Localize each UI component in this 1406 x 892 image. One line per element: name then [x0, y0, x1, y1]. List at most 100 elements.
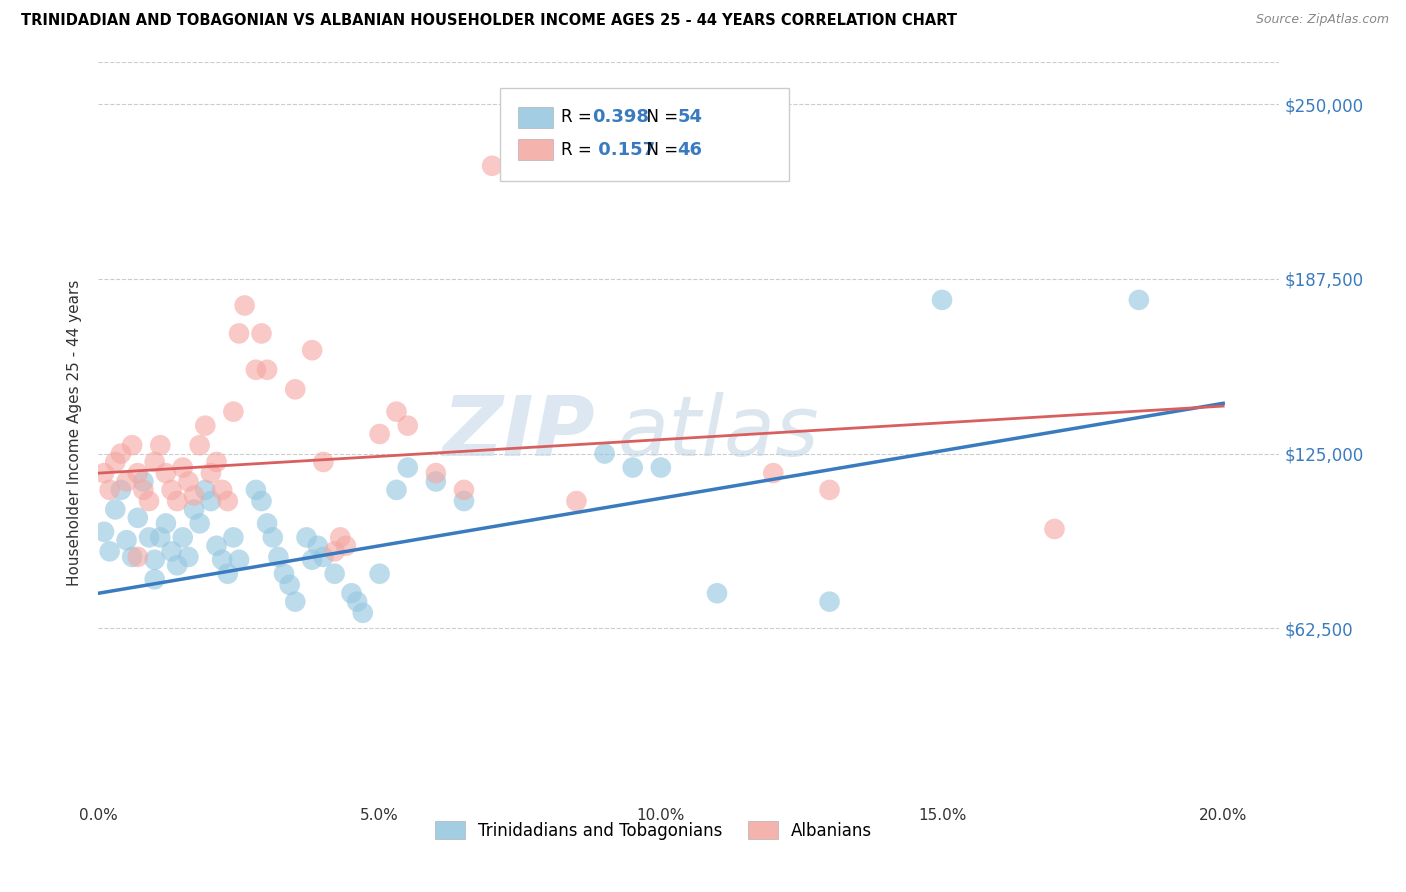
Point — [301, 553, 323, 567]
Text: atlas: atlas — [619, 392, 820, 473]
Point — [115, 533, 138, 548]
Point — [245, 483, 267, 497]
Point — [245, 363, 267, 377]
Point — [706, 586, 728, 600]
Point — [335, 539, 357, 553]
Point — [93, 466, 115, 480]
Point — [323, 566, 346, 581]
Point — [762, 466, 785, 480]
Point — [368, 566, 391, 581]
Point — [312, 549, 335, 564]
Point — [138, 494, 160, 508]
Point — [650, 460, 672, 475]
Legend: Trinidadians and Tobagonians, Albanians: Trinidadians and Tobagonians, Albanians — [429, 814, 879, 847]
Point — [307, 539, 329, 553]
Point — [138, 530, 160, 544]
Point — [368, 427, 391, 442]
Point — [188, 516, 211, 531]
Text: Source: ZipAtlas.com: Source: ZipAtlas.com — [1256, 13, 1389, 27]
Point — [346, 594, 368, 608]
Point — [284, 594, 307, 608]
Point — [104, 455, 127, 469]
Point — [284, 382, 307, 396]
Point — [132, 475, 155, 489]
Text: N =: N = — [636, 108, 683, 127]
Point — [396, 418, 419, 433]
Point — [98, 483, 121, 497]
Point — [110, 446, 132, 460]
Point — [149, 438, 172, 452]
Point — [143, 572, 166, 586]
Point — [155, 466, 177, 480]
Point — [222, 530, 245, 544]
Point — [127, 549, 149, 564]
Point — [217, 566, 239, 581]
Point — [323, 544, 346, 558]
Point — [155, 516, 177, 531]
Point — [132, 483, 155, 497]
Point — [385, 405, 408, 419]
Point — [278, 578, 301, 592]
Point — [160, 483, 183, 497]
Point — [250, 494, 273, 508]
Point — [143, 553, 166, 567]
Point — [166, 558, 188, 573]
Point — [312, 455, 335, 469]
Point — [183, 488, 205, 502]
Point — [205, 455, 228, 469]
Point — [565, 494, 588, 508]
Point — [149, 530, 172, 544]
Point — [160, 544, 183, 558]
Point — [593, 446, 616, 460]
Point — [205, 539, 228, 553]
Point — [200, 466, 222, 480]
Point — [110, 483, 132, 497]
Point — [425, 475, 447, 489]
Point — [104, 502, 127, 516]
Point — [425, 466, 447, 480]
Point — [127, 466, 149, 480]
Point — [98, 544, 121, 558]
Point — [250, 326, 273, 341]
Point — [183, 502, 205, 516]
Point — [222, 405, 245, 419]
Point — [256, 516, 278, 531]
Text: R =: R = — [561, 108, 598, 127]
Text: 0.398: 0.398 — [592, 108, 650, 127]
Point — [194, 418, 217, 433]
Point — [217, 494, 239, 508]
Text: 0.157: 0.157 — [592, 141, 655, 159]
Text: 46: 46 — [678, 141, 702, 159]
Point — [228, 553, 250, 567]
FancyBboxPatch shape — [517, 139, 553, 161]
Point — [621, 460, 644, 475]
Point — [172, 460, 194, 475]
Point — [143, 455, 166, 469]
Point — [211, 483, 233, 497]
Point — [385, 483, 408, 497]
Text: 54: 54 — [678, 108, 702, 127]
Text: N =: N = — [636, 141, 683, 159]
Point — [200, 494, 222, 508]
Point — [453, 483, 475, 497]
Point — [228, 326, 250, 341]
Point — [121, 549, 143, 564]
FancyBboxPatch shape — [501, 88, 789, 181]
Point — [177, 475, 200, 489]
Point — [818, 483, 841, 497]
Point — [177, 549, 200, 564]
Point — [453, 494, 475, 508]
Point — [121, 438, 143, 452]
Point — [396, 460, 419, 475]
Point — [172, 530, 194, 544]
Point — [481, 159, 503, 173]
Point — [211, 553, 233, 567]
Point — [295, 530, 318, 544]
Point — [166, 494, 188, 508]
FancyBboxPatch shape — [517, 107, 553, 128]
Text: ZIP: ZIP — [441, 392, 595, 473]
Y-axis label: Householder Income Ages 25 - 44 years: Householder Income Ages 25 - 44 years — [67, 279, 83, 586]
Point — [262, 530, 284, 544]
Point — [352, 606, 374, 620]
Point — [273, 566, 295, 581]
